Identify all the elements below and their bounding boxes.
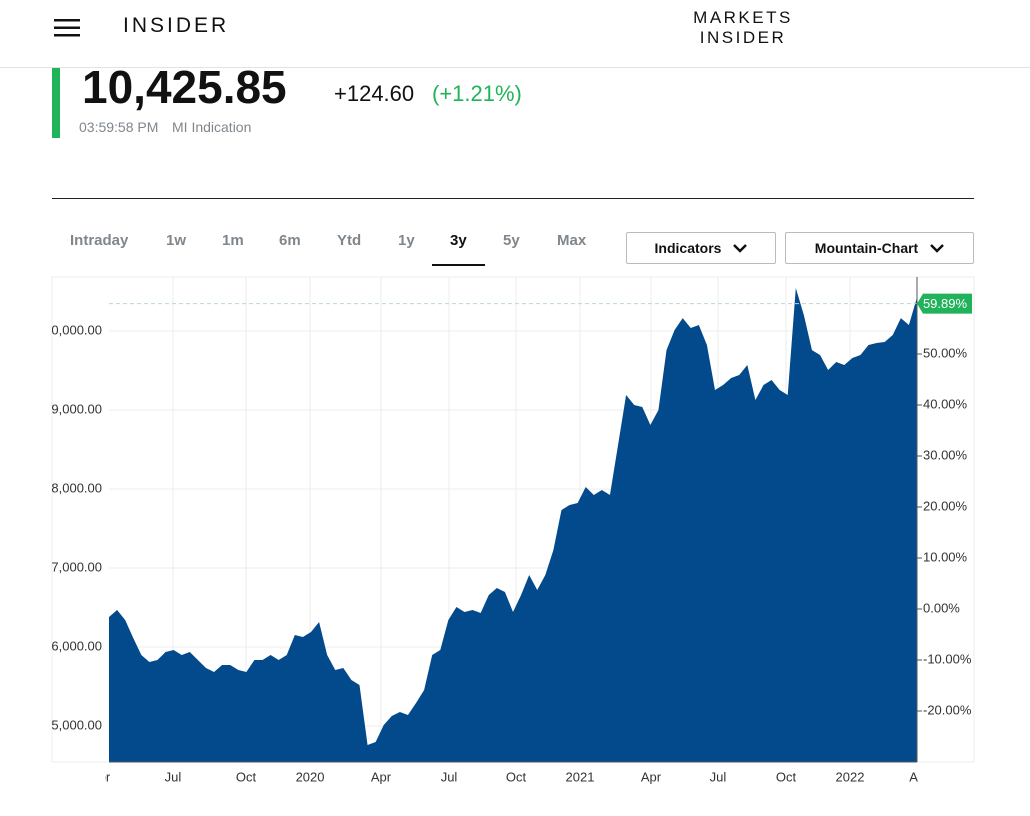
time: 03:59:58 PM [79, 119, 159, 135]
y-tick-label: 8,000.00 [51, 480, 102, 495]
y-tick-label: 5,000.00 [51, 717, 102, 732]
x-tick-label: 2022 [836, 769, 865, 784]
y-tick-label: 9,000.00 [51, 401, 102, 416]
chevron [733, 244, 748, 253]
price: 10,425.85 [82, 61, 287, 113]
badge [917, 293, 972, 314]
tab[interactable]: 1m [222, 232, 244, 249]
x-tick-label: Jul [165, 769, 182, 784]
x-tick-label: Apr [371, 769, 392, 784]
tab[interactable]: 1w [166, 232, 187, 249]
x-tick-label: Apr [909, 769, 930, 784]
y2-tick-label: 0.00% [923, 600, 960, 615]
x-tick-label: 2021 [566, 769, 595, 784]
logo[interactable]: MARKETS INSIDER [640, 8, 846, 48]
y2-tick-label: 50.00% [923, 345, 968, 360]
x-tick-label: Jul [710, 769, 727, 784]
tab[interactable]: 6m [279, 232, 301, 249]
logo-line: INSIDER [699, 28, 787, 47]
area [109, 288, 917, 762]
divider [52, 198, 974, 199]
badge-label: 59.89% [923, 296, 968, 311]
y-tick-label: 6,000.00 [51, 638, 102, 653]
menu-icon[interactable] [54, 19, 80, 37]
trend-bar [52, 68, 60, 138]
x-tick-label: Apr [641, 769, 662, 784]
change: +124.60 [334, 81, 415, 106]
tab[interactable]: Max [557, 232, 587, 249]
y-tick-label: 7,000.00 [51, 559, 102, 574]
dropdown[interactable]: Mountain-Chart [785, 232, 974, 264]
dropdown-label: Mountain-Chart [814, 240, 919, 256]
y2-tick-label: -20.00% [923, 702, 972, 717]
x-tick-label: Apr [90, 769, 111, 784]
x-tick-label: 2020 [296, 769, 325, 784]
header: INSIDER MARKETS INSIDER [0, 0, 1030, 68]
chevron [930, 244, 945, 253]
dropdown[interactable]: Indicators [626, 232, 776, 264]
brand[interactable]: INSIDER [123, 14, 230, 37]
x-axis: Apr Jul Oct 2020 Apr Jul Oct 2021 Apr Jul Oct 2022 A… [90, 769, 930, 784]
x-tick-label: Oct [506, 769, 527, 784]
x-tick-label: Oct [236, 769, 257, 784]
y-axis-left: 10,000.00 9,000.00 8,000.00 7,000.00 6,000.0… [44, 322, 102, 732]
y2-tick-label: 20.00% [923, 498, 968, 513]
tab-underline [432, 264, 485, 266]
dropdown-label: Indicators [654, 240, 722, 256]
logo-line: MARKETS [693, 8, 793, 27]
tab[interactable]: Intraday [70, 232, 129, 249]
source: MI Indication [172, 119, 252, 135]
y2-tick-label: 30.00% [923, 447, 968, 462]
x-tick-label: Oct [776, 769, 797, 784]
change-pct: (+1.21%) [432, 81, 522, 106]
x-tick-label: Jul [441, 769, 458, 784]
y2-tick-label: 10.00% [923, 549, 968, 564]
y2-tick-label: -10.00% [923, 651, 972, 666]
tab[interactable]: Ytd [337, 232, 362, 249]
tab[interactable]: 1y [398, 232, 415, 249]
y2-tick-label: 40.00% [923, 396, 968, 411]
tab[interactable]: 5y [503, 232, 520, 249]
y-tick-label: 10,000.00 [44, 322, 102, 337]
tab[interactable]: 3y [450, 232, 467, 249]
